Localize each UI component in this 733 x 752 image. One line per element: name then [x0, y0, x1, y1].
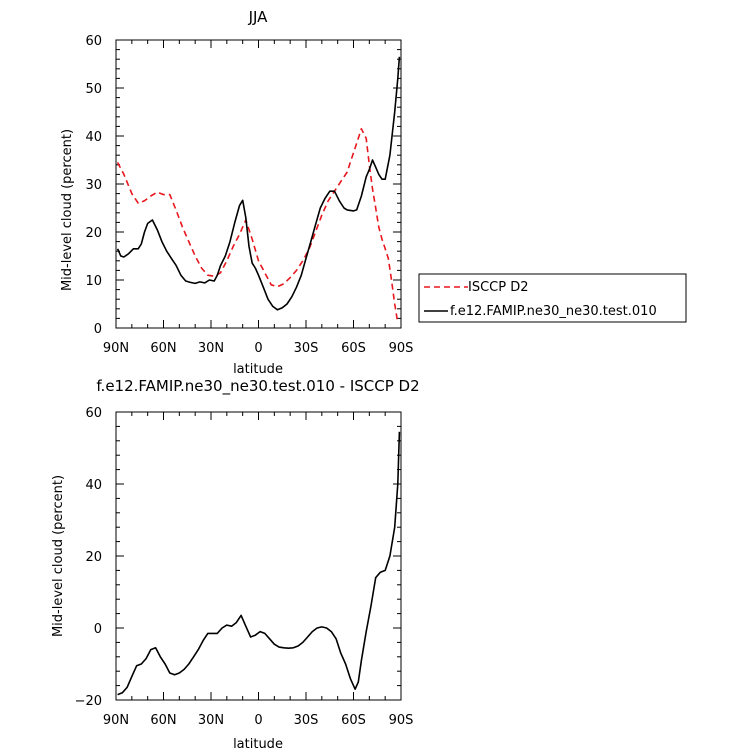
top-panel-frame: [115, 39, 402, 329]
x-tick-label: 90N: [103, 341, 129, 356]
top-panel-title: JJA: [248, 8, 269, 26]
y-tick-label: 30: [85, 178, 102, 193]
series-line-isccp: [116, 128, 399, 324]
y-tick-label: 40: [85, 478, 102, 493]
x-tick-label: 30S: [294, 341, 319, 356]
bottom-panel-ticks: 90N 60N 30N 0 30S 60S 90S −20 0 20 40 60: [75, 406, 414, 728]
y-tick-label: 20: [85, 550, 102, 565]
bottom-panel: f.e12.FAMIP.ne30_ne30.test.010 - ISCCP D…: [51, 377, 420, 752]
x-tick-label: 30N: [198, 341, 224, 356]
x-tick-label: 60N: [150, 713, 176, 728]
x-tick-label: 90S: [389, 341, 414, 356]
series-line-model: [117, 431, 401, 696]
top-panel-ylabel: Mid-level cloud (percent): [60, 129, 75, 291]
top-panel-ticks: 90N 60N 30N 0 30S 60S 90S 0 10 20 30 40 50 60: [85, 34, 413, 356]
y-tick-label: 60: [85, 34, 102, 49]
y-tick-label: 0: [94, 322, 102, 337]
x-tick-label: 90S: [389, 713, 414, 728]
legend-box: [418, 273, 687, 323]
x-tick-label: 60N: [150, 341, 176, 356]
x-tick-label: 90N: [103, 713, 129, 728]
bottom-panel-frame: [115, 411, 402, 701]
x-tick-label: 0: [254, 713, 262, 728]
bottom-panel-title: f.e12.FAMIP.ne30_ne30.test.010 - ISCCP D…: [96, 377, 419, 396]
top-panel-series: [116, 56, 401, 324]
top-panel-xlabel: latitude: [233, 362, 283, 377]
x-tick-label: 60S: [341, 341, 366, 356]
legend: ISCCP D2 f.e12.FAMIP.ne30_ne30.test.010: [418, 273, 687, 323]
x-tick-label: 60S: [341, 713, 366, 728]
bottom-panel-ylabel: Mid-level cloud (percent): [51, 475, 66, 637]
series-line-model: [116, 56, 401, 311]
y-tick-label: 20: [85, 226, 102, 241]
y-tick-label: 50: [85, 82, 102, 97]
bottom-panel-series: [117, 431, 401, 696]
y-tick-label: 10: [85, 274, 102, 289]
y-tick-label: 0: [94, 622, 102, 637]
x-tick-label: 0: [254, 341, 262, 356]
x-tick-label: 30S: [294, 713, 319, 728]
legend-label-isccp: ISCCP D2: [468, 280, 529, 295]
legend-label-model: f.e12.FAMIP.ne30_ne30.test.010: [450, 304, 657, 319]
y-tick-label: −20: [75, 694, 102, 709]
x-tick-label: 30N: [198, 713, 224, 728]
y-tick-label: 40: [85, 130, 102, 145]
y-tick-label: 60: [85, 406, 102, 421]
bottom-panel-xlabel: latitude: [233, 737, 283, 752]
top-panel: JJA latitude Mid-level cloud (percent) 9…: [60, 8, 413, 377]
